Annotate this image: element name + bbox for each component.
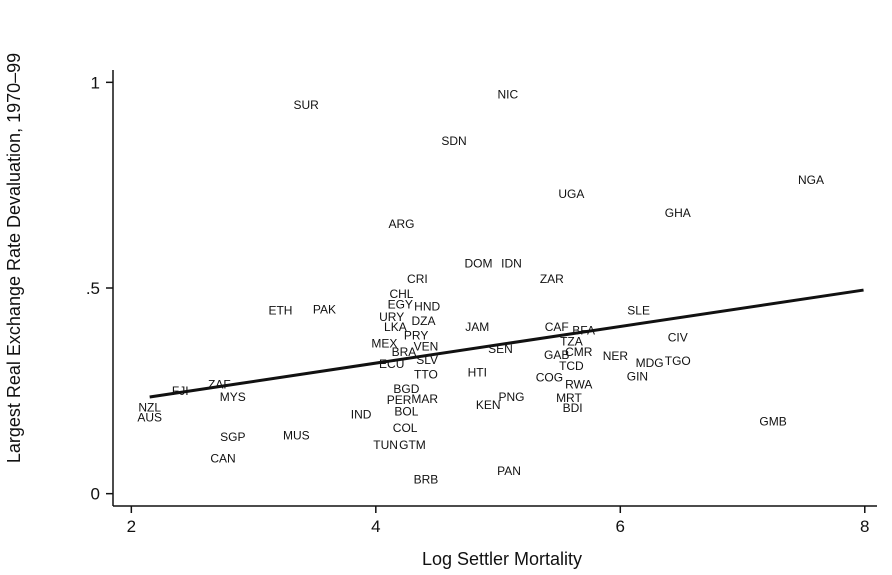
y-axis-title: Largest Real Exchange Rate Devaluation, … [4,53,24,463]
x-tick-label: 8 [860,517,869,536]
point-label-bfa: BFA [572,323,595,337]
point-label-dza: DZA [411,314,435,328]
point-label-aus: AUS [137,411,162,425]
point-label-sen: SEN [488,342,513,356]
point-label-ind: IND [351,407,372,421]
point-label-eth: ETH [268,304,292,318]
point-label-sgp: SGP [220,430,245,444]
point-label-lka: LKA [384,320,407,334]
point-label-sdn: SDN [441,134,466,148]
point-label-mus: MUS [283,428,310,442]
point-label-chl: CHL [389,287,413,301]
point-label-can: CAN [210,452,235,466]
point-label-egy: EGY [388,297,413,311]
point-label-jam: JAM [465,320,489,334]
point-label-cog: COG [536,370,563,384]
point-label-mex: MEX [371,337,397,351]
x-axis-title: Log Settler Mortality [422,549,582,569]
point-label-nga: NGA [798,173,824,187]
x-tick-label: 4 [371,517,380,536]
point-label-cri: CRI [407,272,428,286]
y-tick-label: 0 [91,485,100,504]
point-label-arg: ARG [388,217,414,231]
point-label-per: PER [387,393,412,407]
point-label-tcd: TCD [559,359,584,373]
point-label-tza: TZA [560,334,583,348]
point-label-gmb: GMB [759,415,786,429]
point-label-pry: PRY [404,328,428,342]
point-label-pak: PAK [313,302,336,316]
x-tick-label: 2 [127,517,136,536]
point-label-civ: CIV [668,330,688,344]
point-label-zaf: ZAF [208,378,231,392]
point-label-col: COL [393,421,418,435]
tick-group: 2 4 6 8 0 .5 1 [86,73,870,536]
point-label-ven: VEN [414,339,439,353]
point-label-ury: URY [379,310,404,324]
point-label-bdi: BDI [563,401,583,415]
point-label-dom: DOM [464,256,492,270]
point-label-bgd: BGD [393,382,419,396]
y-tick-label: .5 [86,279,100,298]
point-label-nic: NIC [497,88,518,102]
point-label-gab: GAB [544,348,569,362]
point-label-sle: SLE [627,304,650,318]
point-label-uga: UGA [558,187,584,201]
x-tick-label: 6 [616,517,625,536]
point-label-bra: BRA [392,345,417,359]
fit-line [149,288,864,399]
point-label-caf: CAF [545,320,569,334]
point-label-tgo: TGO [665,354,691,368]
point-label-slv: SLV [416,353,438,367]
point-label-mdg: MDG [636,356,664,370]
point-label-mar: MAR [411,392,438,406]
point-label-pan: PAN [497,464,521,478]
point-label-zar: ZAR [540,272,564,286]
point-label-rwa: RWA [565,378,592,392]
point-label-ner: NER [603,349,629,363]
point-label-fji: FJI [172,384,189,398]
point-label-gha: GHA [665,206,691,220]
point-label-gin: GIN [627,369,648,383]
point-label-hti: HTI [468,365,487,379]
point-label-idn: IDN [501,256,522,270]
point-label-mys: MYS [220,390,246,404]
point-label-mrt: MRT [556,391,582,405]
point-label-hnd: HND [414,300,440,314]
point-label-nzl: NZL [138,400,161,414]
point-label-png: PNG [498,390,524,404]
point-label-brb: BRB [414,472,439,486]
point-label-tto: TTO [414,367,438,381]
point-label-sur: SUR [293,98,319,112]
fit-line-group [149,288,864,399]
point-label-cmr: CMR [565,345,593,359]
point-label-tun: TUN [373,438,398,452]
point-label-gtm: GTM [399,438,426,452]
point-label-bol: BOL [394,404,418,418]
y-tick-label: 1 [91,73,100,92]
point-label-ken: KEN [476,398,501,412]
point-label-ecu: ECU [379,357,404,371]
